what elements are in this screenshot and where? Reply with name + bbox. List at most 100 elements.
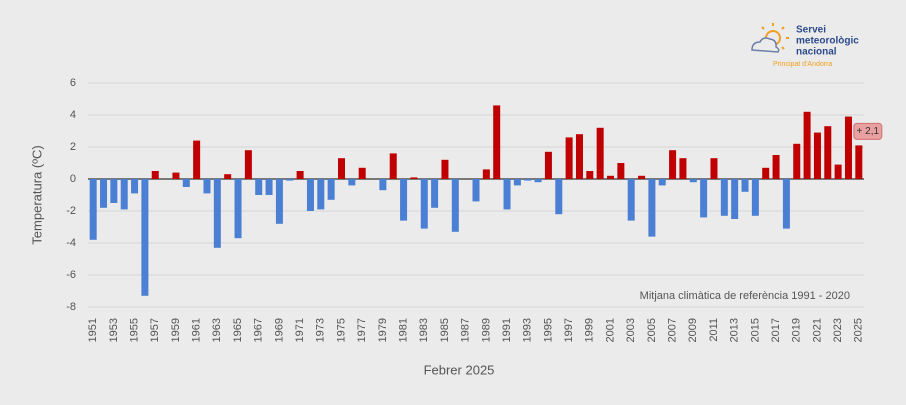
logo-rays [761, 23, 789, 50]
logo: Servei meteorològic nacional Principat d… [751, 23, 859, 68]
bar [720, 179, 728, 216]
bar [751, 179, 759, 216]
bar [669, 150, 677, 179]
bar [120, 179, 128, 210]
x-tick-label: 1963 [211, 318, 223, 342]
x-tick-label: 2013 [729, 318, 741, 342]
bar [472, 179, 480, 202]
y-tick-label: 4 [70, 109, 76, 121]
x-axis-label: Febrer 2025 [424, 362, 495, 377]
bar [337, 158, 345, 179]
x-tick-label: 1991 [501, 318, 513, 342]
value-label: + 2,1 [857, 126, 880, 137]
bar [648, 179, 656, 237]
bar [689, 179, 697, 183]
bar [296, 171, 304, 179]
x-tick-label: 1983 [418, 318, 430, 342]
x-tick-label: 2021 [811, 318, 823, 342]
x-tick-label: 2017 [770, 318, 782, 342]
bar [182, 179, 190, 187]
bar [762, 167, 770, 179]
x-tick-label: 1997 [563, 318, 575, 342]
bar [255, 179, 263, 195]
bar [544, 151, 552, 179]
logo-cloud [751, 37, 780, 53]
x-tick-label: 2003 [625, 318, 637, 342]
bar [348, 179, 356, 186]
x-tick-label: 2015 [749, 318, 761, 342]
bar [524, 179, 532, 181]
bar [213, 179, 221, 248]
x-tick-label: 2005 [646, 318, 658, 342]
x-tick-label: 1973 [315, 318, 327, 342]
bar [627, 179, 635, 221]
bar [193, 140, 201, 179]
note: Mitjana climàtica de referència 1991 - 2… [640, 290, 850, 302]
bar [224, 174, 232, 179]
x-tick-label: 1981 [397, 318, 409, 342]
bar [379, 179, 387, 191]
bar [793, 143, 801, 179]
bar [493, 105, 501, 179]
x-tick-label: 2011 [708, 318, 720, 342]
bar [534, 179, 542, 183]
bar [358, 167, 366, 179]
x-tick-label: 1957 [149, 318, 161, 342]
value-label-box [853, 122, 883, 140]
bar [141, 179, 149, 296]
bar [244, 150, 252, 179]
y-tick-label: -2 [66, 205, 76, 217]
bar [131, 179, 139, 194]
logo-text: meteorològic [796, 36, 859, 47]
bar [813, 132, 821, 179]
bar [389, 153, 397, 179]
bar [731, 179, 739, 219]
bar [420, 179, 428, 229]
bar [575, 134, 583, 179]
bar [803, 111, 811, 179]
y-tick-label: -6 [66, 269, 76, 281]
x-tick-label: 1975 [335, 318, 347, 342]
bar [555, 179, 563, 215]
x-tick-label: 2025 [853, 318, 865, 342]
bar [824, 126, 832, 179]
x-tick-label: 2007 [666, 318, 678, 342]
bar [700, 179, 708, 218]
bar [741, 179, 749, 192]
x-tick-label: 1989 [480, 318, 492, 342]
bar [172, 172, 180, 179]
x-tick-label: 1999 [584, 318, 596, 342]
bar [607, 175, 615, 179]
bar [203, 179, 211, 194]
x-tick-label: 1969 [273, 318, 285, 342]
logo-text: Servei [796, 25, 826, 36]
bar [658, 179, 666, 186]
bar [586, 171, 594, 179]
x-tick-label: 1953 [108, 318, 120, 342]
logo-subtitle: Principat d'Andorra [773, 61, 832, 68]
y-tick-label: 0 [70, 173, 76, 185]
bar [89, 179, 97, 240]
bar [410, 177, 418, 179]
bar [327, 179, 335, 200]
bar [596, 127, 604, 179]
y-tick-label: 2 [70, 141, 76, 153]
bar [679, 158, 687, 179]
x-tick-label: 1979 [377, 318, 389, 342]
bar [482, 169, 490, 179]
x-tick-label: 1959 [170, 318, 182, 342]
bar [151, 171, 159, 179]
x-tick-label: 1995 [542, 318, 554, 342]
x-tick-label: 1987 [460, 318, 472, 342]
bar [317, 179, 325, 210]
bar [782, 179, 790, 229]
logo-text: nacional [796, 47, 837, 58]
bar [503, 179, 511, 210]
bar [844, 116, 852, 179]
bar [710, 158, 718, 179]
bar [275, 179, 283, 224]
bar [513, 179, 521, 186]
x-tick-label: 1955 [128, 318, 140, 342]
bar [565, 137, 573, 179]
bar [855, 145, 863, 179]
